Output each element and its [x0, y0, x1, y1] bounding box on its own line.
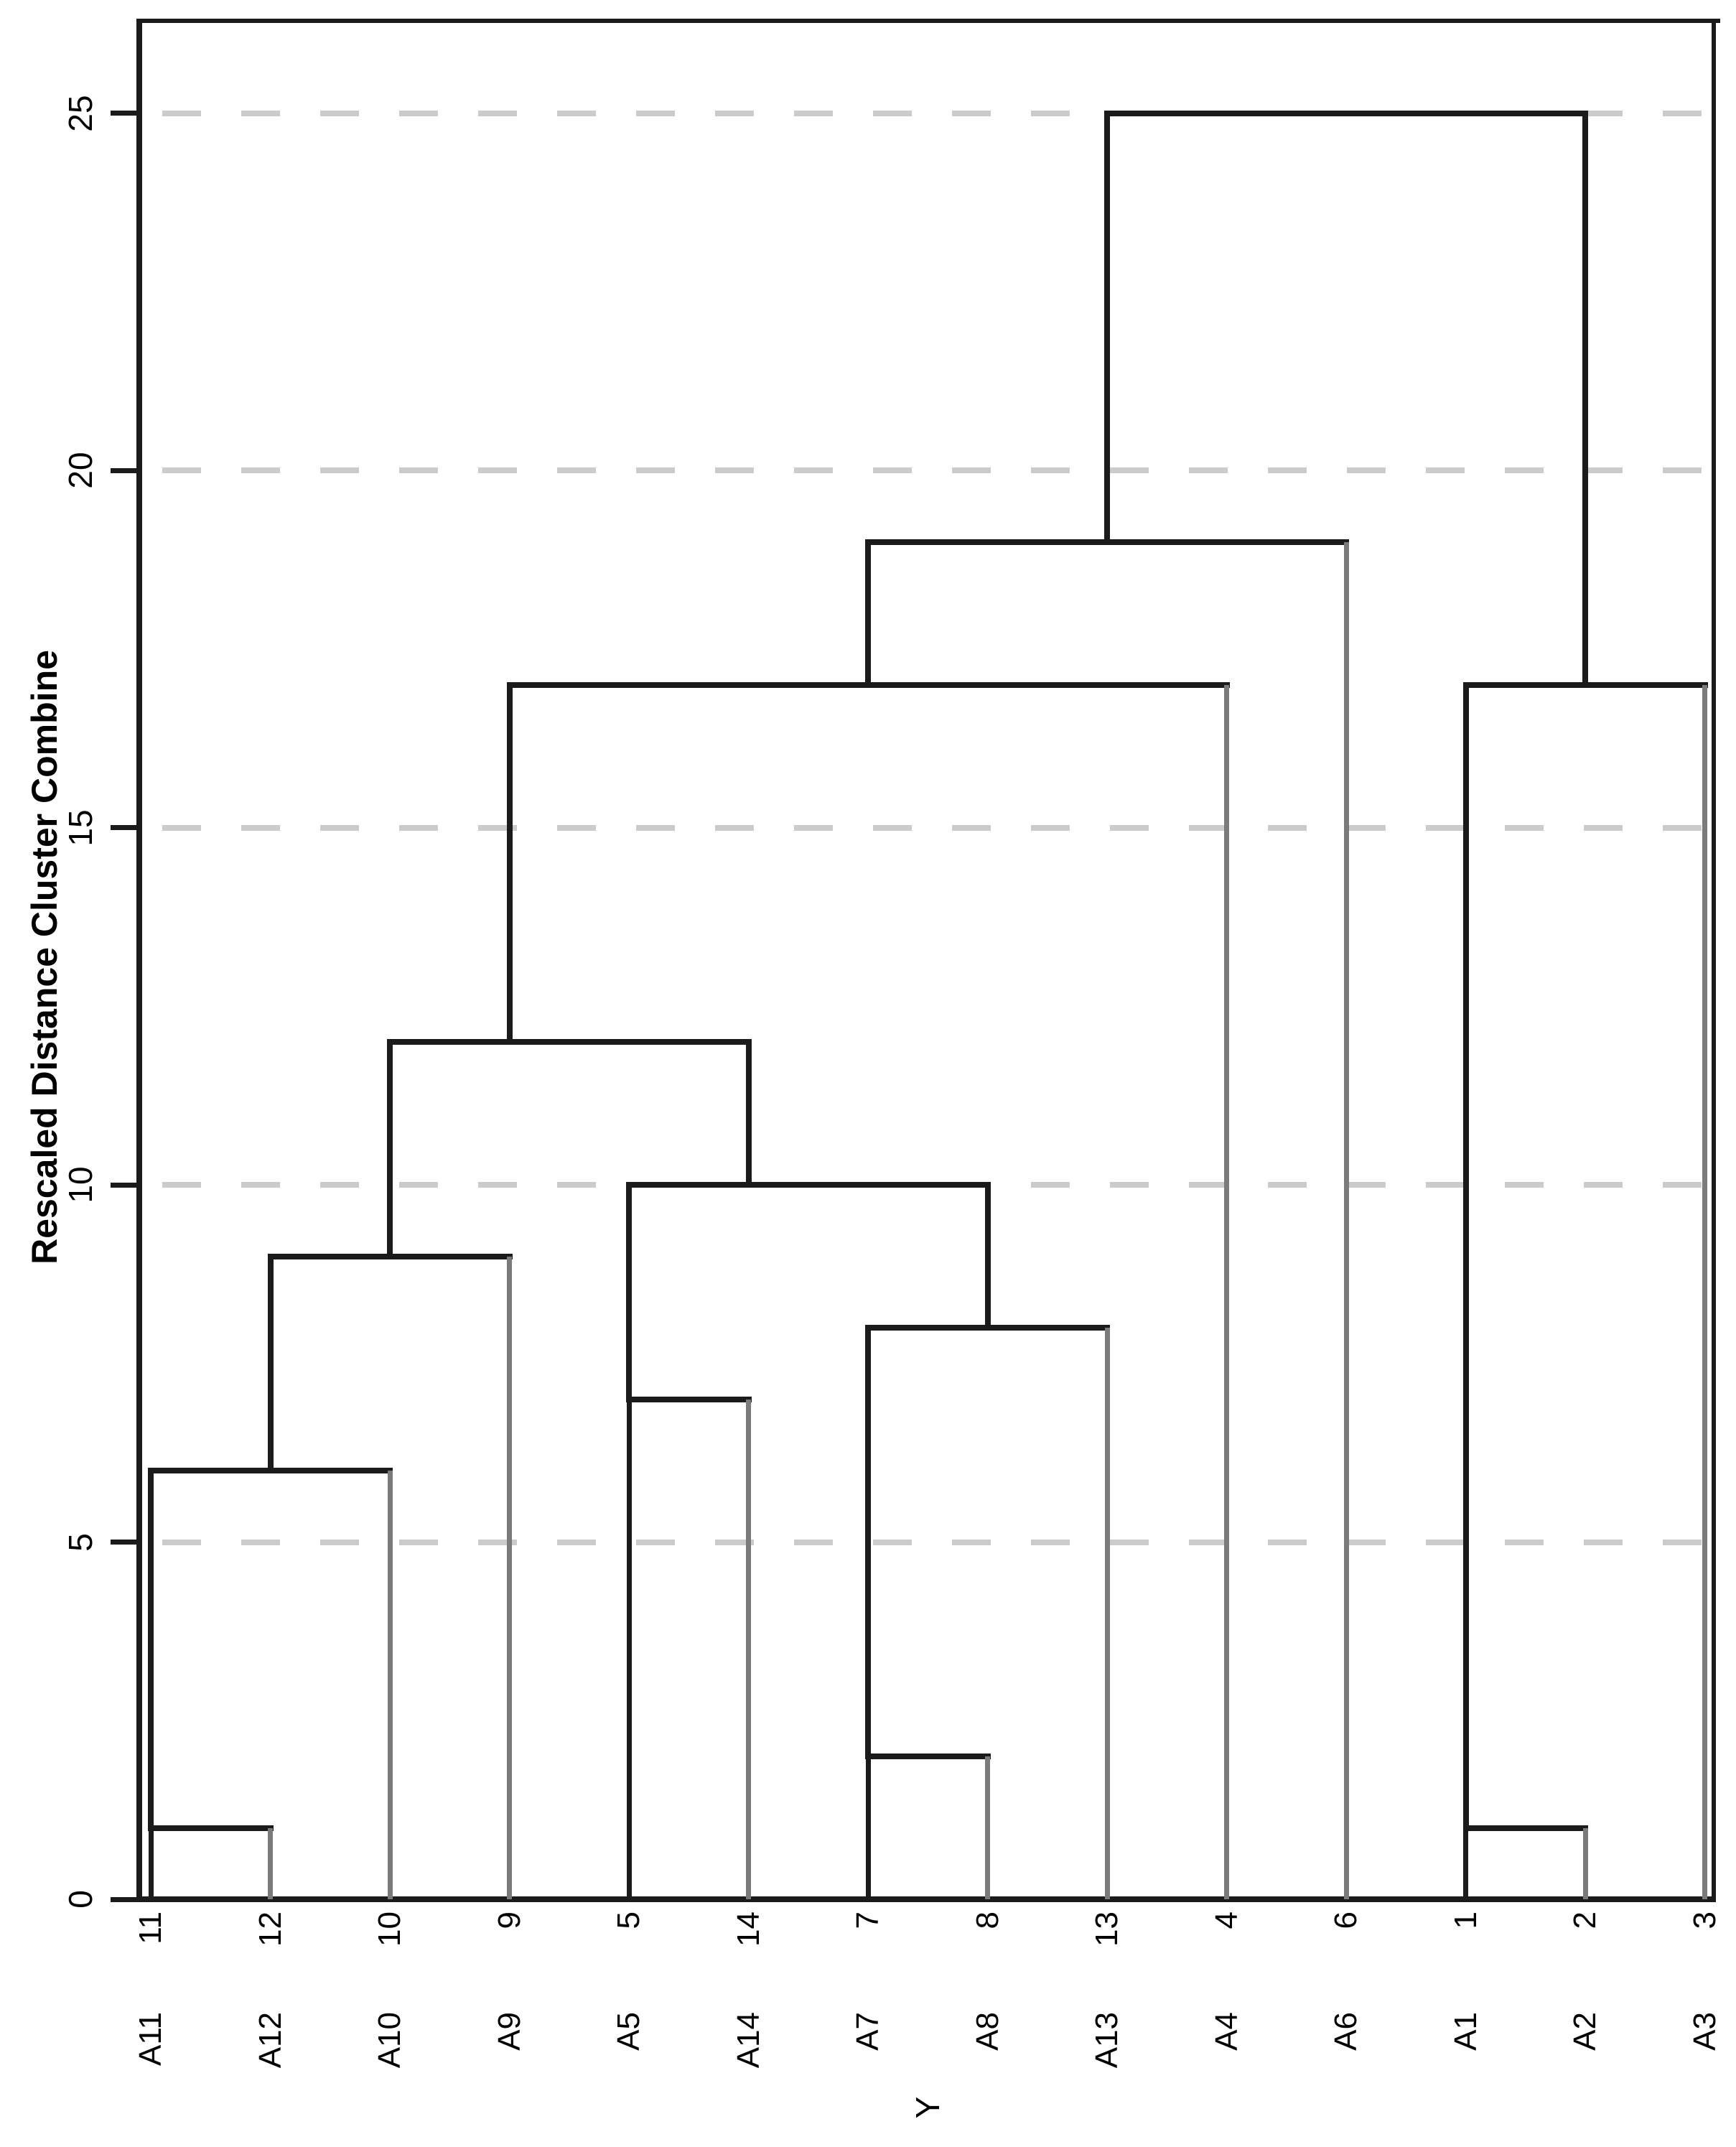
distance-tick-label-5: 5 — [62, 1532, 99, 1552]
distance-tick-5 — [111, 1540, 142, 1545]
merge-left-line-M10 — [506, 684, 513, 1042]
distance-axis-title: Rescaled Distance Cluster Combine — [24, 650, 65, 1265]
merge-left-line-M9 — [387, 1042, 393, 1257]
leaf-case-label-A12: A12 — [252, 2012, 288, 2069]
merge-left-line-M2 — [1463, 1827, 1468, 1899]
merge-left-line-M6 — [865, 1328, 871, 1756]
case-axis-line — [136, 1896, 1716, 1902]
merge-right-line-M11 — [1702, 684, 1707, 1899]
leaf-cluster-label-14: 14 — [730, 1911, 766, 1947]
leaf-case-label-A10: A10 — [372, 2012, 407, 2069]
leaf-cluster-label-8: 8 — [969, 1911, 1005, 1929]
merge-right-line-M13 — [1582, 113, 1588, 685]
case-axis-title: Y — [909, 2096, 946, 2119]
merge-right-line-M10 — [1224, 684, 1229, 1899]
leaf-case-label-A7: A7 — [850, 2012, 885, 2051]
leaf-case-label-A2: A2 — [1567, 2012, 1602, 2051]
merge-bracket-M7 — [267, 1253, 513, 1259]
gridline-15 — [162, 824, 1709, 831]
merge-bracket-M8 — [626, 1182, 991, 1188]
leaf-cluster-label-9: 9 — [491, 1911, 527, 1929]
merge-bracket-M10 — [506, 681, 1230, 688]
merge-left-line-M13 — [1104, 113, 1110, 542]
leaf-cluster-label-12: 12 — [252, 1911, 288, 1947]
leaf-case-label-A11: A11 — [133, 2012, 168, 2067]
distance-tick-label-0: 0 — [62, 1890, 99, 1909]
merge-right-line-M9 — [745, 1042, 752, 1185]
distance-tick-label-10: 10 — [62, 1166, 99, 1203]
leaf-case-label-A1: A1 — [1447, 2012, 1483, 2051]
merge-right-line-M7 — [507, 1256, 512, 1899]
leaf-cluster-label-3: 3 — [1686, 1911, 1722, 1929]
merge-bracket-M12 — [865, 539, 1349, 545]
leaf-case-label-A14: A14 — [730, 2012, 766, 2069]
leaf-case-label-A4: A4 — [1208, 2012, 1244, 2051]
merge-right-line-M4 — [387, 1471, 393, 1899]
leaf-cluster-label-6: 6 — [1328, 1911, 1363, 1929]
leaf-stem-12 — [268, 1827, 273, 1899]
leaf-stem-8 — [985, 1756, 990, 1899]
distance-tick-0 — [111, 1896, 142, 1902]
distance-tick-10 — [111, 1182, 142, 1188]
leaf-stem-2 — [1582, 1827, 1588, 1899]
leaf-cluster-label-2: 2 — [1567, 1911, 1602, 1929]
merge-bracket-M9 — [387, 1039, 752, 1045]
merge-bracket-M6 — [865, 1325, 1110, 1331]
merge-bracket-M13 — [1104, 110, 1588, 116]
leaf-cluster-label-11: 11 — [133, 1911, 168, 1945]
leaf-case-label-A8: A8 — [969, 2012, 1005, 2051]
merge-right-line-M8 — [984, 1185, 991, 1328]
distance-tick-label-20: 20 — [62, 452, 99, 489]
merge-left-line-M4 — [148, 1471, 154, 1828]
leaf-cluster-label-5: 5 — [611, 1911, 646, 1929]
gridline-25 — [162, 110, 1709, 116]
distance-tick-15 — [111, 825, 142, 830]
merge-bracket-M5 — [626, 1396, 752, 1402]
distance-tick-label-25: 25 — [62, 94, 99, 132]
merge-left-line-M7 — [267, 1256, 274, 1471]
merge-right-line-M6 — [1104, 1328, 1110, 1899]
leaf-case-label-A13: A13 — [1089, 2012, 1124, 2069]
distance-tick-25 — [111, 111, 142, 116]
merge-bracket-M3 — [865, 1754, 991, 1759]
leaf-case-label-A3: A3 — [1686, 2012, 1722, 2051]
merge-left-line-M11 — [1462, 684, 1469, 1828]
leaf-cluster-label-4: 4 — [1208, 1911, 1244, 1929]
merge-left-line-M3 — [865, 1756, 871, 1899]
plot-border-top — [139, 19, 1720, 23]
leaf-case-label-A5: A5 — [611, 2012, 646, 2051]
leaf-cluster-label-13: 13 — [1089, 1911, 1124, 1947]
leaf-case-label-A9: A9 — [491, 2012, 527, 2051]
merge-bracket-M1 — [148, 1825, 274, 1831]
merge-bracket-M2 — [1462, 1825, 1588, 1831]
gridline-20 — [162, 467, 1709, 473]
merge-bracket-M4 — [148, 1468, 393, 1473]
leaf-cluster-label-1: 1 — [1447, 1911, 1483, 1929]
leaf-cluster-label-10: 10 — [372, 1911, 407, 1947]
leaf-stem-14 — [746, 1399, 751, 1899]
merge-left-line-M12 — [865, 541, 871, 685]
gridline-5 — [162, 1539, 1709, 1545]
plot-border-right — [1712, 19, 1716, 1902]
merge-left-line-M5 — [626, 1399, 632, 1899]
merge-left-line-M1 — [148, 1827, 154, 1899]
leaf-cluster-label-7: 7 — [850, 1911, 885, 1929]
leaf-case-label-A6: A6 — [1328, 2012, 1363, 2051]
distance-tick-20 — [111, 467, 142, 473]
merge-bracket-M11 — [1462, 681, 1708, 688]
distance-tick-label-15: 15 — [62, 809, 99, 847]
distance-axis-line — [136, 19, 142, 1902]
merge-right-line-M12 — [1343, 541, 1349, 1899]
merge-left-line-M8 — [626, 1185, 632, 1399]
